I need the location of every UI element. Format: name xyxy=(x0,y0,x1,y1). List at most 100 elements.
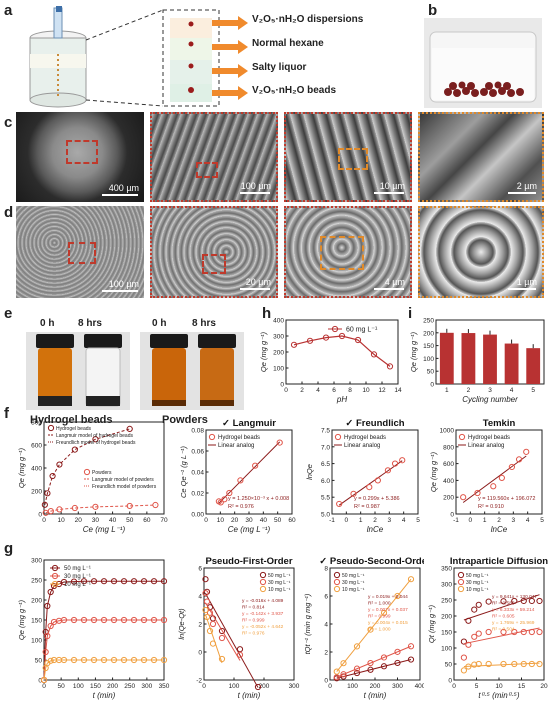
data-point xyxy=(460,494,467,501)
series-line xyxy=(43,580,164,681)
y-tick-label: 250 xyxy=(423,318,434,325)
data-point xyxy=(218,655,226,663)
data-point xyxy=(254,683,262,691)
sem-c4: 2 µm xyxy=(418,112,544,202)
data-point xyxy=(60,656,68,664)
data-point xyxy=(508,463,516,471)
fit-line xyxy=(336,659,412,679)
panel-label-i: i xyxy=(408,305,413,322)
y-tick-label: 2 xyxy=(198,622,202,629)
x-tick-label: 5 xyxy=(416,517,420,524)
y-tick-label: 400 xyxy=(443,478,454,485)
data-point xyxy=(485,598,492,605)
y-tick-label: -2 xyxy=(196,678,202,685)
bar-cycle-5 xyxy=(526,348,541,384)
x-tick-label: 150 xyxy=(90,683,101,690)
data-point xyxy=(336,500,343,508)
legend-marker xyxy=(334,433,342,441)
x-axis-label: pH xyxy=(336,395,347,404)
label-hexane: Normal hexane xyxy=(252,38,324,49)
data-point xyxy=(465,641,472,648)
legend-marker xyxy=(457,578,465,586)
x-tick-label: 30 xyxy=(92,517,100,524)
data-point xyxy=(380,609,388,616)
legend-label: 30 mg L⁻¹ xyxy=(268,580,291,586)
data-point xyxy=(90,656,98,664)
data-point xyxy=(150,616,158,624)
chart-title: ✓ Langmuir xyxy=(222,418,276,429)
legend-label: 50 mg L⁻¹ xyxy=(64,566,91,572)
x-tick-label: 200 xyxy=(107,683,118,690)
data-point xyxy=(126,502,133,510)
legend-marker xyxy=(457,585,465,593)
data-point xyxy=(56,506,63,513)
x-tick-label: 10 xyxy=(217,517,225,524)
data-point xyxy=(60,578,68,586)
data-point xyxy=(47,622,54,630)
fit-equation: R² = 0.999 xyxy=(368,614,391,620)
data-point xyxy=(500,660,507,668)
x-tick-label: 10 xyxy=(495,683,503,690)
y-tick-label: 350 xyxy=(441,566,452,573)
data-point xyxy=(333,668,340,675)
legend-label: Hydrogel beads xyxy=(468,435,510,441)
sem-c2: 100 µm xyxy=(150,112,278,202)
scale-c2: 100 µm xyxy=(240,181,271,191)
panel-label-b: b xyxy=(428,2,438,19)
data-point xyxy=(528,597,535,605)
data-point xyxy=(465,617,472,624)
fit-equation: y = 9.641x + 130.047 xyxy=(492,594,537,600)
data-point xyxy=(110,616,118,624)
x-tick-label: 40 xyxy=(260,517,268,524)
series-line-60mg xyxy=(293,335,391,367)
data-point xyxy=(367,626,374,633)
legend-label: 30 mg L⁻¹ xyxy=(342,580,365,586)
data-point xyxy=(523,448,530,455)
fit-equation: R² = 1.000 xyxy=(368,601,391,607)
legend-label: Freundlich model of hydrogel beads xyxy=(56,440,136,446)
data-point xyxy=(152,501,159,509)
legend-label: Linear analog xyxy=(218,443,254,449)
x-tick-label: 2 xyxy=(373,517,377,524)
bar-cycle-2 xyxy=(461,333,476,384)
x-tick-label: 1 xyxy=(359,517,363,524)
x-tick-label: 0 xyxy=(284,387,288,394)
bar-cycle-3 xyxy=(483,334,497,384)
x-tick-label: 400 xyxy=(415,683,424,690)
data-point xyxy=(202,606,209,614)
x-tick-label: 3 xyxy=(488,387,492,394)
x-tick-label: -1 xyxy=(453,517,459,524)
data-point xyxy=(49,472,56,480)
fit-equation: R² = 0.504 xyxy=(492,627,515,633)
data-point xyxy=(120,616,128,624)
data-point xyxy=(92,503,99,510)
chart-g4: 0 50 100 150 200 250 300 350 0 5 10 15 20 t⁰·⁵ (min⁰·… xyxy=(427,556,548,700)
y-tick-label: 800 xyxy=(31,420,42,427)
legend-marker xyxy=(333,578,341,586)
x-axis-label: lnCe xyxy=(491,525,508,534)
data-point xyxy=(90,616,98,624)
x-tick-label: 200 xyxy=(259,683,270,690)
data-point xyxy=(218,627,226,635)
data-point xyxy=(90,578,98,585)
legend-label: 50 mg L⁻¹ xyxy=(466,573,489,579)
y-tick-label: 6.0 xyxy=(321,478,330,485)
legend-label: Langmuir model of powders xyxy=(92,477,154,483)
data-point xyxy=(130,656,138,664)
y-tick-label: 200 xyxy=(423,330,434,337)
data-point xyxy=(80,578,88,585)
data-point xyxy=(367,659,374,667)
fit-r2: R² = 0.976 xyxy=(228,504,254,510)
x-axis-label: Ce (mg L⁻¹) xyxy=(228,525,271,534)
y-tick-label: 600 xyxy=(443,461,454,468)
y-tick-label: 0.04 xyxy=(191,470,204,477)
y-tick-label: 200 xyxy=(31,489,42,496)
legend-marker xyxy=(333,585,341,593)
y-tick-label: 6 xyxy=(324,594,328,601)
x-tick-label: 5 xyxy=(540,517,544,524)
data-point xyxy=(70,656,78,664)
x-tick-label: 100 xyxy=(73,683,84,690)
fit-line xyxy=(338,460,403,506)
legend-marker xyxy=(331,325,339,333)
data-point xyxy=(370,351,378,358)
